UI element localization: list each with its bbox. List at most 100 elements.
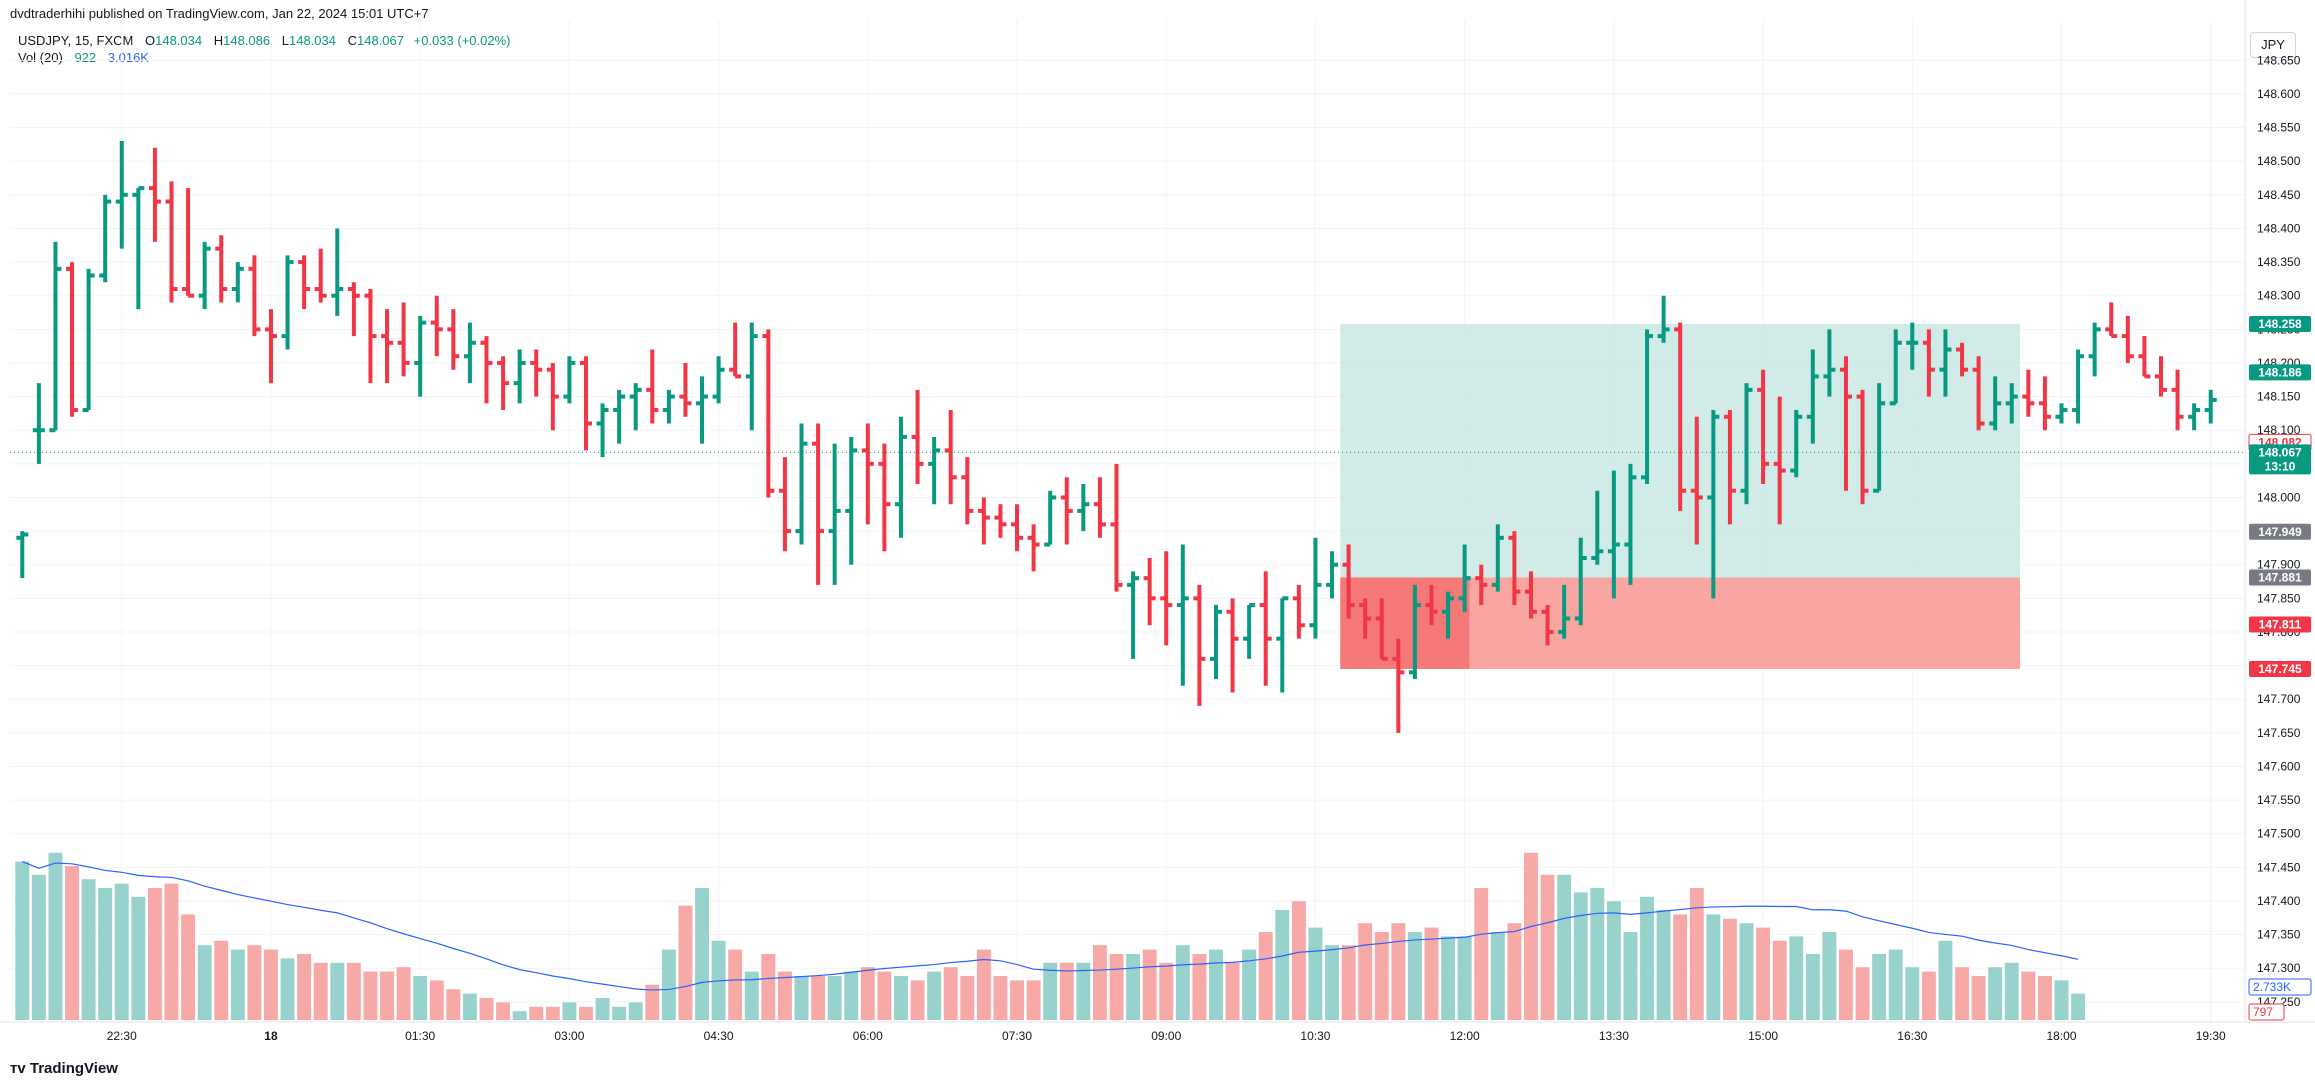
ohlc-bar[interactable] [1624,463,1637,585]
ohlc-bar[interactable] [928,436,941,505]
ohlc-bar[interactable] [1956,342,1969,377]
ohlc-bar[interactable] [1491,524,1504,592]
ohlc-bar[interactable] [530,349,543,397]
ohlc-bar[interactable] [845,436,858,565]
ohlc-bar[interactable] [447,309,460,370]
ohlc-bar[interactable] [1674,322,1687,511]
ohlc-bar[interactable] [414,315,427,397]
ohlc-bar[interactable] [1707,410,1720,599]
ohlc-bar[interactable] [1044,490,1057,547]
ohlc-bar[interactable] [513,349,526,404]
ohlc-bar[interactable] [1027,524,1040,572]
ohlc-bar[interactable] [662,389,675,424]
ohlc-bar[interactable] [298,255,311,310]
ohlc-bar[interactable] [347,282,360,337]
ohlc-bar[interactable] [696,376,709,444]
ohlc-bar[interactable] [994,504,1007,538]
ohlc-bar[interactable] [1259,571,1272,686]
ohlc-bar[interactable] [115,141,128,249]
ohlc-bar[interactable] [1574,537,1587,626]
ohlc-bar[interactable] [812,423,825,585]
ohlc-bar[interactable] [1823,329,1836,397]
ohlc-bar[interactable] [82,268,95,413]
ohlc-bar[interactable] [795,423,808,545]
ohlc-bar[interactable] [1989,376,2002,431]
ohlc-bar[interactable] [148,147,161,242]
tradingview-logo[interactable]: ᴛᴠ TradingView [10,1060,118,1077]
ohlc-bar[interactable] [679,362,692,417]
ohlc-bar[interactable] [911,389,924,485]
ohlc-bar[interactable] [596,403,609,458]
ohlc-bar[interactable] [1873,383,1886,493]
ohlc-bar[interactable] [828,443,841,585]
ohlc-bar[interactable] [1524,571,1537,619]
ohlc-bar[interactable] [1508,531,1521,606]
ohlc-bar[interactable] [977,497,990,545]
ohlc-bar[interactable] [2005,383,2018,424]
ohlc-bar[interactable] [2204,389,2217,424]
ohlc-bar[interactable] [32,383,45,464]
ohlc-bar[interactable] [463,322,476,384]
ohlc-bar[interactable] [66,262,79,417]
ohlc-bar[interactable] [961,457,974,525]
ohlc-bar[interactable] [563,356,576,404]
ohlc-bar[interactable] [1276,596,1289,693]
ohlc-bar[interactable] [497,356,510,411]
ohlc-bar[interactable] [132,186,145,310]
ohlc-bar[interactable] [1093,477,1106,538]
ohlc-bar[interactable] [546,362,559,431]
ohlc-bar[interactable] [1972,356,1985,431]
ohlc-bar[interactable] [198,241,211,310]
ohlc-bar[interactable] [1160,551,1173,646]
ohlc-bar[interactable] [165,181,178,303]
ohlc-bar[interactable] [1806,349,1819,444]
ohlc-bar[interactable] [629,383,642,431]
ohlc-bar[interactable] [1458,544,1471,612]
ohlc-bar[interactable] [182,188,195,298]
ohlc-bar[interactable] [2088,322,2101,377]
symbol-label[interactable]: USDJPY, 15, FXCM [18,33,134,48]
ohlc-bar[interactable] [2188,403,2201,431]
ohlc-bar[interactable] [646,349,659,424]
ohlc-bar[interactable] [712,356,725,404]
ohlc-bar[interactable] [2105,302,2118,339]
ohlc-bar[interactable] [613,389,626,444]
ohlc-bar[interactable] [430,295,443,357]
ohlc-bar[interactable] [2072,349,2085,424]
ohlc-bar[interactable] [1110,463,1123,592]
ohlc-bar[interactable] [1790,410,1803,478]
ohlc-bar[interactable] [381,309,394,384]
ohlc-bar[interactable] [1193,584,1206,706]
ohlc-bar[interactable] [314,248,327,303]
ohlc-bar[interactable] [2055,403,2068,424]
ohlc-bar[interactable] [1442,591,1455,639]
ohlc-bar[interactable] [2138,336,2151,379]
ohlc-bar[interactable] [99,194,112,283]
ohlc-bar[interactable] [1143,557,1156,626]
ohlc-bar[interactable] [1309,537,1322,639]
ohlc-bar[interactable] [1060,477,1073,545]
ohlc-bar[interactable] [2022,369,2035,417]
ohlc-bar[interactable] [1558,584,1571,639]
ohlc-bar[interactable] [1657,295,1670,343]
ohlc-bar[interactable] [1690,416,1703,545]
ohlc-bar[interactable] [1641,329,1654,485]
ohlc-bar[interactable] [1607,470,1620,599]
ohlc-bar[interactable] [1292,584,1305,639]
ohlc-bar[interactable] [2038,376,2051,431]
ohlc-bar[interactable] [1342,544,1355,619]
ohlc-bar[interactable] [878,443,891,552]
ohlc-bar[interactable] [579,356,592,451]
ohlc-bar[interactable] [331,228,344,316]
ohlc-bar[interactable] [1077,484,1090,532]
ohlc-bar[interactable] [1856,389,1869,505]
ohlc-bar[interactable] [1226,598,1239,693]
ohlc-bar[interactable] [1922,329,1935,397]
ohlc-bar[interactable] [1723,410,1736,525]
ohlc-bar[interactable] [1839,356,1852,491]
ohlc-bar[interactable] [281,255,294,350]
ohlc-bar[interactable] [729,322,742,379]
ohlc-bar[interactable] [364,288,377,384]
ohlc-bar[interactable] [778,457,791,552]
ohlc-bar[interactable] [762,329,775,498]
